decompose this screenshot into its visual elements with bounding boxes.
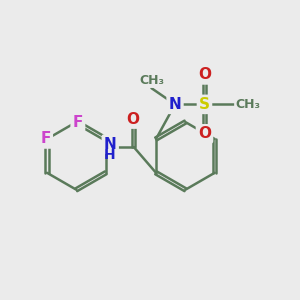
Text: O: O bbox=[126, 112, 139, 127]
Text: F: F bbox=[40, 131, 51, 146]
Text: CH₃: CH₃ bbox=[139, 74, 164, 87]
Text: F: F bbox=[73, 115, 83, 130]
Text: N: N bbox=[104, 136, 117, 152]
Text: S: S bbox=[199, 97, 210, 112]
Text: O: O bbox=[198, 126, 211, 141]
Text: H: H bbox=[104, 148, 116, 162]
Text: N: N bbox=[169, 97, 182, 112]
Text: CH₃: CH₃ bbox=[236, 98, 260, 111]
Text: O: O bbox=[198, 68, 211, 82]
